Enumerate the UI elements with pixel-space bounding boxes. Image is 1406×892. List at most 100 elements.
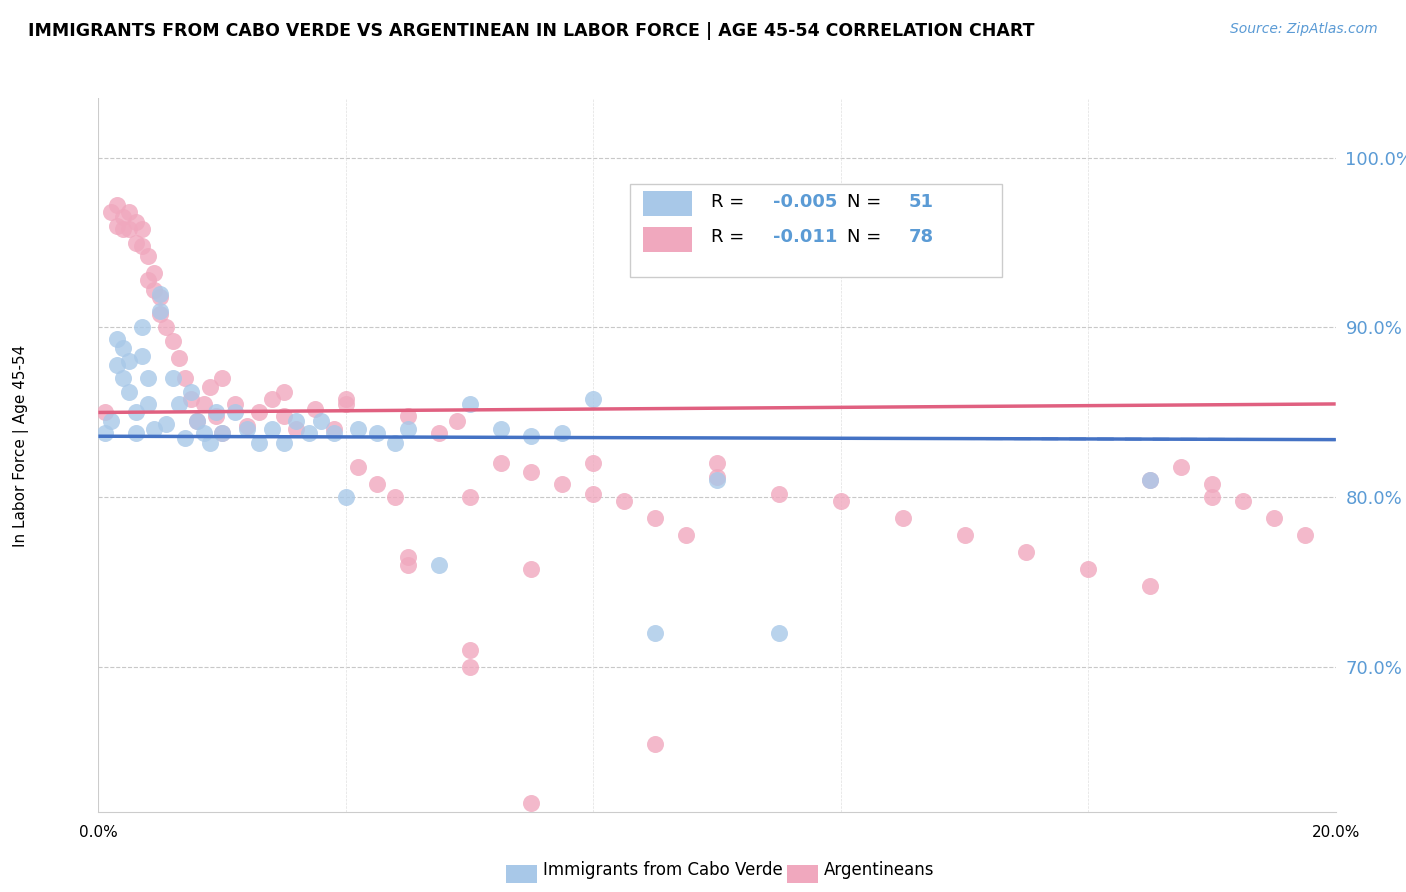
- Point: [136, 273, 159, 287]
- Point: [100, 414, 122, 428]
- Point: [193, 397, 215, 411]
- Point: [1170, 459, 1192, 474]
- Point: [105, 198, 128, 212]
- Point: [1263, 510, 1285, 524]
- Point: [891, 510, 914, 524]
- Point: [706, 470, 728, 484]
- Point: [273, 385, 295, 400]
- Point: [118, 354, 141, 368]
- Text: In Labor Force | Age 45-54: In Labor Force | Age 45-54: [13, 345, 30, 547]
- Text: Source: ZipAtlas.com: Source: ZipAtlas.com: [1230, 22, 1378, 37]
- Point: [273, 409, 295, 423]
- Point: [236, 419, 259, 434]
- Point: [149, 290, 172, 304]
- Text: R =: R =: [711, 193, 749, 211]
- Point: [322, 425, 344, 440]
- Text: Argentineans: Argentineans: [824, 861, 935, 879]
- Point: [118, 205, 141, 219]
- Point: [427, 425, 450, 440]
- Point: [458, 643, 481, 657]
- Point: [205, 409, 228, 423]
- Point: [830, 493, 852, 508]
- Point: [768, 487, 790, 501]
- Point: [458, 491, 481, 505]
- Text: -0.011: -0.011: [773, 228, 837, 246]
- Point: [211, 371, 233, 385]
- Point: [105, 358, 128, 372]
- Point: [143, 422, 166, 436]
- FancyBboxPatch shape: [630, 184, 1001, 277]
- Point: [174, 371, 197, 385]
- Point: [143, 266, 166, 280]
- Point: [520, 429, 543, 443]
- Point: [136, 397, 159, 411]
- Point: [551, 476, 574, 491]
- Point: [347, 422, 370, 436]
- Point: [1294, 528, 1316, 542]
- Point: [112, 341, 135, 355]
- Point: [285, 414, 308, 428]
- Point: [180, 385, 202, 400]
- Point: [105, 219, 128, 233]
- Point: [458, 397, 481, 411]
- Point: [285, 422, 308, 436]
- Point: [136, 249, 159, 263]
- Point: [644, 737, 666, 751]
- Point: [198, 436, 221, 450]
- Text: 20.0%: 20.0%: [1312, 825, 1360, 840]
- Text: N =: N =: [846, 228, 887, 246]
- Point: [1201, 491, 1223, 505]
- Point: [347, 459, 370, 474]
- Point: [273, 436, 295, 450]
- Point: [953, 528, 976, 542]
- Point: [131, 222, 153, 236]
- Point: [396, 409, 419, 423]
- Point: [520, 796, 543, 810]
- Point: [520, 562, 543, 576]
- Point: [675, 528, 697, 542]
- Text: N =: N =: [846, 193, 887, 211]
- Point: [298, 425, 321, 440]
- Point: [124, 235, 146, 250]
- Point: [193, 425, 215, 440]
- Point: [551, 425, 574, 440]
- Point: [155, 417, 177, 432]
- Point: [136, 371, 159, 385]
- Point: [174, 431, 197, 445]
- Point: [489, 422, 512, 436]
- Point: [1077, 562, 1099, 576]
- Point: [1232, 493, 1254, 508]
- Text: IMMIGRANTS FROM CABO VERDE VS ARGENTINEAN IN LABOR FORCE | AGE 45-54 CORRELATION: IMMIGRANTS FROM CABO VERDE VS ARGENTINEA…: [28, 22, 1035, 40]
- Text: 78: 78: [908, 228, 934, 246]
- Point: [1139, 474, 1161, 488]
- Point: [224, 405, 246, 419]
- Point: [131, 239, 153, 253]
- Point: [1139, 579, 1161, 593]
- Point: [124, 425, 146, 440]
- Point: [149, 303, 172, 318]
- Point: [366, 425, 388, 440]
- Point: [162, 334, 184, 348]
- Point: [366, 476, 388, 491]
- Point: [304, 402, 326, 417]
- Point: [582, 487, 605, 501]
- Point: [260, 422, 283, 436]
- Point: [186, 414, 208, 428]
- Point: [198, 380, 221, 394]
- Point: [131, 320, 153, 334]
- Point: [582, 392, 605, 406]
- Point: [105, 332, 128, 346]
- Point: [186, 414, 208, 428]
- Point: [446, 414, 468, 428]
- Text: 51: 51: [908, 193, 934, 211]
- Point: [100, 205, 122, 219]
- Point: [211, 425, 233, 440]
- Point: [224, 397, 246, 411]
- Point: [1201, 476, 1223, 491]
- Text: R =: R =: [711, 228, 755, 246]
- Point: [396, 558, 419, 573]
- Point: [644, 626, 666, 640]
- Text: 0.0%: 0.0%: [79, 825, 118, 840]
- Point: [155, 320, 177, 334]
- Point: [520, 465, 543, 479]
